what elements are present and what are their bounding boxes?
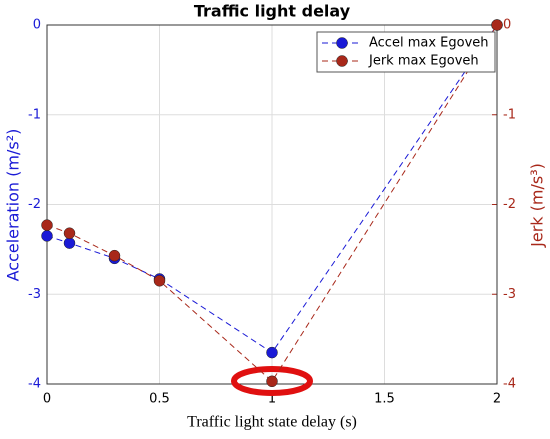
data-point xyxy=(63,237,76,249)
data-point xyxy=(153,275,166,287)
legend-marker xyxy=(336,37,348,49)
y2-tick-label: -4 xyxy=(503,377,516,392)
x-axis-label: Traffic light state delay (s) xyxy=(187,414,357,431)
data-point xyxy=(266,375,278,388)
data-point xyxy=(266,346,278,359)
legend-marker xyxy=(336,55,348,67)
y-axis-label: Acceleration (m/s²) xyxy=(4,129,23,282)
y-tick-label: -4 xyxy=(28,377,41,392)
y-tick-label: -2 xyxy=(28,197,41,212)
y2-axis-label: Jerk (m/s³) xyxy=(528,163,547,248)
y-tick-label: -1 xyxy=(28,107,41,122)
legend-box xyxy=(316,31,496,73)
data-point xyxy=(491,19,503,31)
x-tick-label: 1.5 xyxy=(374,392,395,407)
y2-tick-label: 0 xyxy=(503,18,511,33)
chart-title: Traffic light delay xyxy=(194,2,351,21)
legend-label: Jerk max Egoveh xyxy=(368,54,479,69)
data-point xyxy=(63,227,76,239)
y2-tick-label: -3 xyxy=(503,287,516,302)
y-tick-label: 0 xyxy=(33,18,41,33)
y-tick-label: -3 xyxy=(28,287,41,302)
y2-tick-label: -1 xyxy=(503,107,516,122)
y2-tick-label: -2 xyxy=(503,197,516,212)
x-tick-label: 2 xyxy=(493,392,501,407)
highlight-ellipse xyxy=(231,366,313,396)
data-point xyxy=(41,230,53,242)
data-point xyxy=(41,219,53,231)
x-tick-label: 0.5 xyxy=(149,392,170,407)
data-point xyxy=(108,249,121,262)
x-tick-label: 1 xyxy=(268,392,276,407)
legend-label: Accel max Egoveh xyxy=(369,36,489,51)
x-tick-label: 0 xyxy=(43,392,51,407)
